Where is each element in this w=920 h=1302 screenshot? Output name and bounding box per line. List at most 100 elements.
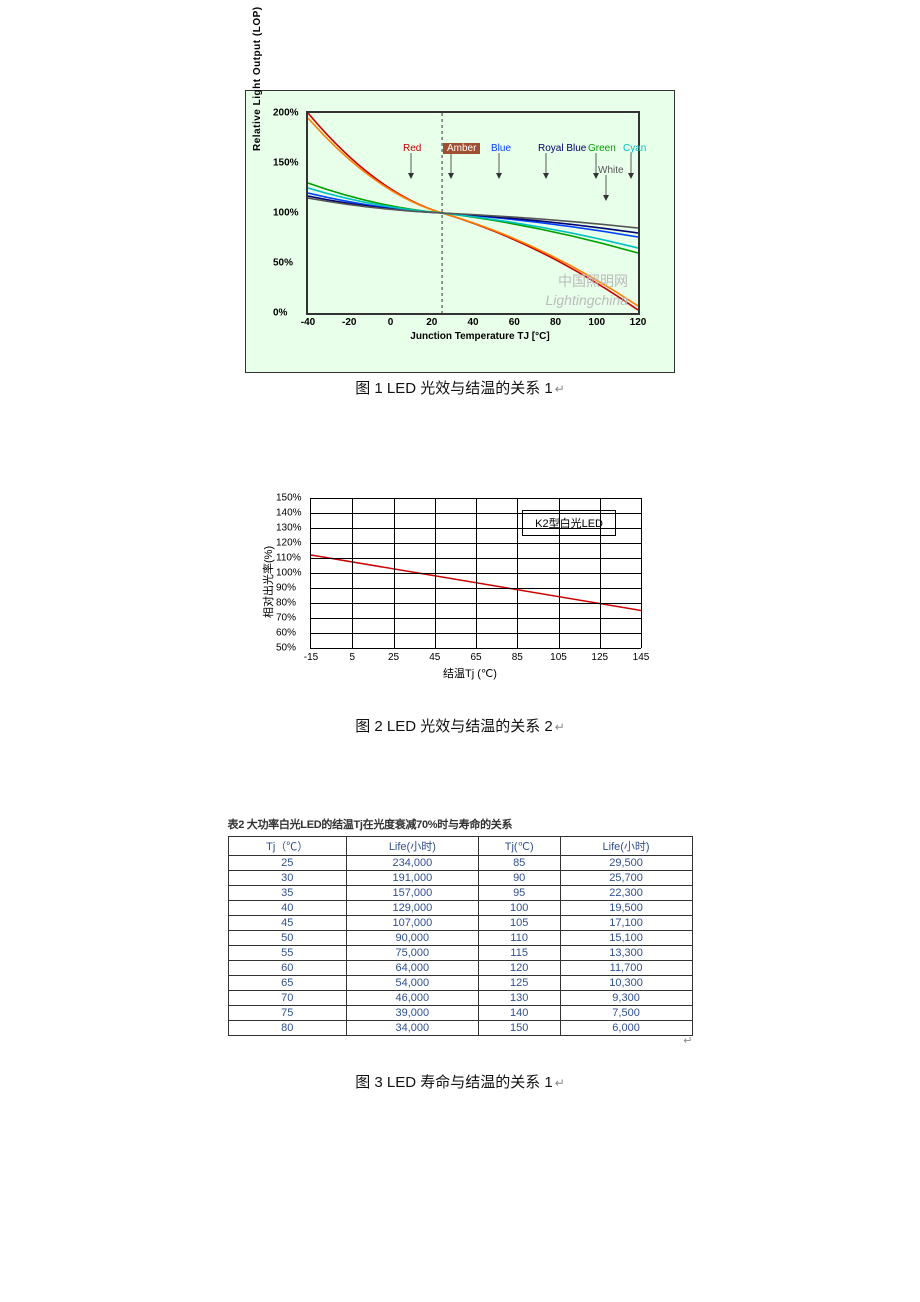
chart2-y-tick: 110%	[276, 553, 301, 564]
chart2-y-tick: 150%	[276, 493, 302, 504]
chart1-x-tick: 100	[588, 317, 605, 328]
table-cell: 15,100	[560, 931, 692, 946]
chart1-container: Relative Light Output (LOP) 中国照明网 Lighti…	[245, 90, 675, 373]
chart2-y-tick: 70%	[276, 613, 296, 624]
chart1-x-axis-label: Junction Temperature TJ [°C]	[306, 331, 654, 342]
table-row: 5090,00011015,100	[228, 931, 692, 946]
table-cell: 60	[228, 961, 346, 976]
table-cell: 13,300	[560, 946, 692, 961]
table-cell: 46,000	[346, 991, 478, 1006]
table-cell: 25	[228, 856, 346, 871]
table-cell: 129,000	[346, 901, 478, 916]
table-cell: 35	[228, 886, 346, 901]
table-cell: 55	[228, 946, 346, 961]
chart1-x-tick: -40	[301, 317, 315, 328]
figure-1-caption-text: 图 1 LED 光效与结温的关系 1	[355, 380, 553, 397]
chart2-y-tick: 130%	[276, 523, 302, 534]
table-row: 7046,0001309,300	[228, 991, 692, 1006]
chart1-y-tick: 200%	[273, 108, 299, 119]
chart2-y-tick: 140%	[276, 508, 302, 519]
led-life-table: Tj（℃）Life(小时)Tj(℃)Life(小时) 25234,0008529…	[228, 836, 693, 1036]
table-cell: 75,000	[346, 946, 478, 961]
chart2-x-tick: -15	[304, 652, 318, 663]
chart1-y-axis-label: Relative Light Output (LOP)	[252, 6, 263, 151]
chart2-x-tick: 45	[429, 652, 440, 663]
chart1-plot-area: 中国照明网 Lightingchina 0%50%100%150%200%-40…	[306, 111, 640, 315]
return-mark: ↵	[228, 1034, 693, 1047]
figure-3: 表2 大功率白光LED的结温Tj在光度衰减70%时与寿命的关系 Tj（℃）Lif…	[0, 816, 920, 1092]
table-cell: 45	[228, 916, 346, 931]
table-cell: 50	[228, 931, 346, 946]
chart2-x-tick: 105	[550, 652, 567, 663]
chart1-y-tick: 0%	[273, 308, 287, 319]
table-row: 35157,0009522,300	[228, 886, 692, 901]
table-header-cell: Tj(℃)	[478, 837, 560, 856]
figure-2: 相对出光率(%) K2型白光LED 50%60%70%80%90%100%110…	[0, 488, 920, 736]
table-cell: 105	[478, 916, 560, 931]
table-cell: 191,000	[346, 871, 478, 886]
table-row: 45107,00010517,100	[228, 916, 692, 931]
chart1-x-tick: 80	[550, 317, 561, 328]
table-cell: 11,700	[560, 961, 692, 976]
table-cell: 130	[478, 991, 560, 1006]
page: Relative Light Output (LOP) 中国照明网 Lighti…	[0, 0, 920, 1172]
table-cell: 107,000	[346, 916, 478, 931]
table-header-cell: Life(小时)	[560, 837, 692, 856]
chart1-y-tick: 50%	[273, 258, 293, 269]
table-cell: 54,000	[346, 976, 478, 991]
table-cell: 39,000	[346, 1006, 478, 1021]
table-cell: 65	[228, 976, 346, 991]
table-cell: 120	[478, 961, 560, 976]
table-cell: 140	[478, 1006, 560, 1021]
chart1-x-tick: 40	[467, 317, 478, 328]
table-cell: 29,500	[560, 856, 692, 871]
return-mark: ↵	[555, 1076, 565, 1090]
figure-3-caption: 图 3 LED 寿命与结温的关系 1↵	[0, 1071, 920, 1092]
chart2-y-tick: 120%	[276, 538, 302, 549]
chart2-container: 相对出光率(%) K2型白光LED 50%60%70%80%90%100%110…	[250, 488, 670, 711]
chart2-y-tick: 50%	[276, 643, 296, 654]
chart2-x-tick: 5	[349, 652, 355, 663]
table-row: 6064,00012011,700	[228, 961, 692, 976]
chart2-plot-area: K2型白光LED 50%60%70%80%90%100%110%120%130%…	[310, 498, 641, 649]
chart1-x-tick: 120	[630, 317, 647, 328]
table-cell: 25,700	[560, 871, 692, 886]
table-cell: 19,500	[560, 901, 692, 916]
figure-3-caption-text: 图 3 LED 寿命与结温的关系 1	[355, 1074, 553, 1091]
chart1-x-tick: 60	[509, 317, 520, 328]
chart2-x-tick: 85	[512, 652, 523, 663]
table-cell: 234,000	[346, 856, 478, 871]
chart2-x-tick: 145	[633, 652, 650, 663]
table-cell: 90	[478, 871, 560, 886]
table-container: 表2 大功率白光LED的结温Tj在光度衰减70%时与寿命的关系 Tj（℃）Lif…	[228, 816, 693, 1047]
return-mark: ↵	[555, 720, 565, 734]
table-cell: 17,100	[560, 916, 692, 931]
table-cell: 40	[228, 901, 346, 916]
chart1-series-label: White	[598, 165, 624, 176]
table-cell: 22,300	[560, 886, 692, 901]
table-title: 表2 大功率白光LED的结温Tj在光度衰减70%时与寿命的关系	[228, 816, 693, 832]
table-cell: 95	[478, 886, 560, 901]
chart1-series-label: Green	[588, 143, 616, 154]
chart2-y-tick: 90%	[276, 583, 296, 594]
chart1-series-label: Cyan	[623, 143, 646, 154]
table-cell: 64,000	[346, 961, 478, 976]
chart2-y-tick: 80%	[276, 598, 296, 609]
figure-2-caption: 图 2 LED 光效与结温的关系 2↵	[0, 715, 920, 736]
chart2-x-tick: 25	[388, 652, 399, 663]
chart2-y-tick: 100%	[276, 568, 302, 579]
table-cell: 110	[478, 931, 560, 946]
table-row: 30191,0009025,700	[228, 871, 692, 886]
chart1-y-tick: 100%	[273, 208, 299, 219]
table-cell: 9,300	[560, 991, 692, 1006]
chart1-series-label: Amber	[443, 143, 480, 154]
chart2-y-axis-label: 相对出光率(%)	[260, 546, 276, 618]
chart2-x-tick: 65	[470, 652, 481, 663]
table-header-cell: Life(小时)	[346, 837, 478, 856]
table-cell: 85	[478, 856, 560, 871]
figure-2-caption-text: 图 2 LED 光效与结温的关系 2	[355, 718, 553, 735]
table-row: 25234,0008529,500	[228, 856, 692, 871]
table-row: 5575,00011513,300	[228, 946, 692, 961]
table-cell: 10,300	[560, 976, 692, 991]
chart1-series-label: Royal Blue	[538, 143, 586, 154]
